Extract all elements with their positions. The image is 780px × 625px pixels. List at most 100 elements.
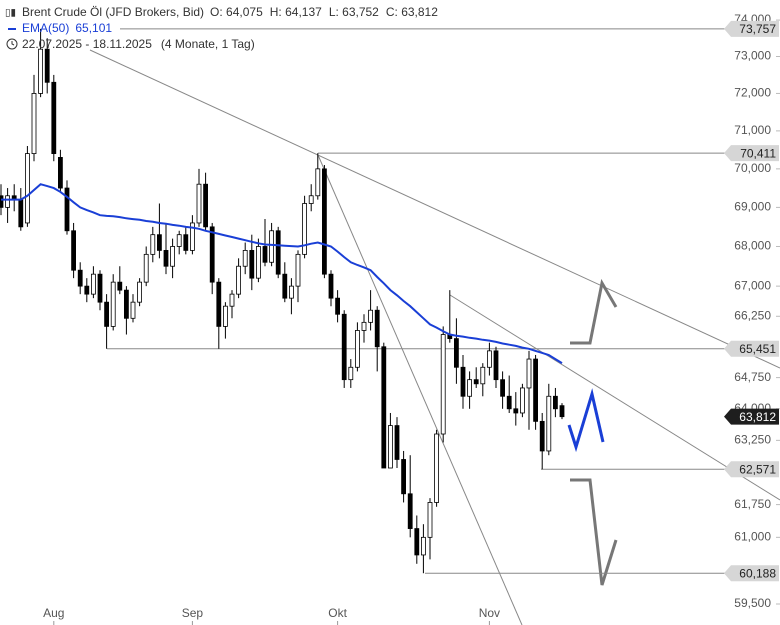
down-scenario-arrow xyxy=(570,478,618,586)
candle-body xyxy=(269,230,275,263)
ema-legend-name: EMA(50) xyxy=(22,21,69,35)
last-price-box xyxy=(724,408,779,425)
candle-body xyxy=(137,281,143,303)
candle-body xyxy=(328,273,334,299)
ema-legend-value: 65,101 xyxy=(75,21,112,35)
candle-body xyxy=(374,309,380,348)
clock-hands xyxy=(11,41,15,46)
x-tick-label: Aug xyxy=(43,606,64,620)
candle-body xyxy=(117,281,123,291)
y-tick-label: 63,250 xyxy=(734,433,771,447)
candle-body xyxy=(354,330,360,368)
y-tick-label: 71,000 xyxy=(734,123,771,137)
y-tick-label: 61,750 xyxy=(734,497,771,511)
open-label: O: 64,075 xyxy=(210,5,263,19)
candle-body xyxy=(275,230,281,275)
candle-body xyxy=(493,350,499,381)
chart-icon: ▯▮ xyxy=(5,8,16,19)
candle-body xyxy=(381,346,387,469)
candle-body xyxy=(394,425,400,460)
candle-body xyxy=(24,153,30,224)
candle-body xyxy=(348,366,354,381)
candle-body xyxy=(315,168,321,197)
clock-icon xyxy=(6,38,18,50)
candle-body xyxy=(467,379,473,397)
period: (4 Monate, 1 Tag) xyxy=(161,37,255,51)
candle-body xyxy=(302,203,308,255)
level-box xyxy=(724,340,779,357)
candle-body xyxy=(414,528,420,556)
candle-body xyxy=(143,253,149,283)
candle-body xyxy=(51,81,57,155)
candle-body xyxy=(124,289,129,319)
candle-body xyxy=(440,334,446,435)
trend-line xyxy=(317,154,523,625)
y-tick-label: 73,000 xyxy=(734,49,771,63)
candle-body xyxy=(480,366,486,385)
candle-body xyxy=(84,285,90,295)
candle-body xyxy=(236,265,242,295)
date-range: 22.07.2025 - 18.11.2025 xyxy=(22,37,152,51)
candle-body xyxy=(368,309,374,323)
base-scenario-arrow xyxy=(567,388,605,453)
level-box xyxy=(724,20,779,37)
candle-body xyxy=(150,234,156,255)
y-tick-label: 72,000 xyxy=(734,86,771,100)
candle-body xyxy=(170,246,176,267)
candle-body xyxy=(163,250,169,267)
legend: ▯▮ Brent Crude Öl (JFD Brokers, Bid) O: … xyxy=(5,5,438,51)
y-tick-label: 69,000 xyxy=(734,200,771,214)
candle-body xyxy=(77,269,83,287)
candle-body xyxy=(288,285,294,299)
candle-body xyxy=(222,305,228,327)
candle-body xyxy=(526,358,532,389)
candle-body xyxy=(5,195,10,208)
candle-body xyxy=(546,395,552,452)
candle-body xyxy=(110,281,116,327)
candle-body xyxy=(420,536,426,556)
candle-body xyxy=(427,502,433,538)
candle-body xyxy=(559,405,565,418)
candle-body xyxy=(38,48,43,94)
level-box xyxy=(724,565,779,582)
candle-body xyxy=(44,48,50,83)
candle-body xyxy=(229,293,235,307)
candle-body xyxy=(341,313,347,381)
candle-body xyxy=(460,366,466,397)
candle-body xyxy=(553,395,558,410)
low-label: L: 63,752 xyxy=(329,5,379,19)
y-tick-label: 61,000 xyxy=(734,530,771,544)
y-tick-label: 59,500 xyxy=(734,596,771,610)
chart-title: Brent Crude Öl (JFD Brokers, Bid) xyxy=(22,5,204,19)
y-tick-label: 68,000 xyxy=(734,239,771,253)
candle-body xyxy=(130,301,136,319)
candle-body xyxy=(473,379,479,385)
candle-body xyxy=(255,246,261,279)
y-tick-label: 70,000 xyxy=(734,161,771,175)
level-box xyxy=(724,145,779,162)
candle-body xyxy=(71,230,76,271)
candle-body xyxy=(209,226,215,283)
candle-body xyxy=(486,350,492,368)
candle-body xyxy=(249,250,255,279)
candle-body xyxy=(513,408,519,414)
level-label: 65,451 xyxy=(739,342,776,356)
x-tick-label: Sep xyxy=(182,606,204,620)
candle-body xyxy=(176,234,182,247)
trend-line xyxy=(89,49,780,369)
up-scenario-arrow xyxy=(570,278,618,345)
candle-body xyxy=(189,222,195,251)
high-label: H: 64,137 xyxy=(270,5,322,19)
candle-body xyxy=(506,395,512,410)
y-tick-label: 66,250 xyxy=(734,308,771,322)
candle-body xyxy=(453,338,459,368)
drawings xyxy=(89,49,780,625)
candle-body xyxy=(97,273,103,303)
candle-body xyxy=(262,246,268,263)
candle-body xyxy=(407,493,413,529)
close-label: C: 63,812 xyxy=(386,5,438,19)
candle-body xyxy=(216,281,222,327)
x-tick-label: Nov xyxy=(479,606,500,620)
candle-body xyxy=(18,199,24,228)
